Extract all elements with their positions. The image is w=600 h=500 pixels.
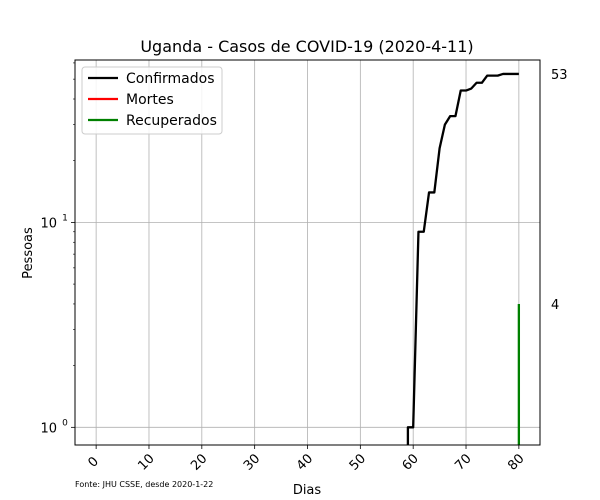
y-tick-label: 10 — [40, 216, 57, 231]
y-tick-exponent: 0 — [62, 418, 68, 428]
y-axis-ticks: 10 0 10 1 — [40, 62, 75, 436]
series-line-confirmados — [406, 72, 519, 445]
x-tick-label: 60 — [400, 451, 422, 473]
annotation-label: 53 — [551, 68, 568, 83]
source-note: Fonte: JHU CSSE, desde 2020-1-22 — [75, 480, 213, 489]
x-tick-label: 80 — [505, 451, 527, 473]
legend-box — [81, 66, 223, 135]
x-tick-label: 40 — [294, 451, 316, 473]
annotation-label: 4 — [551, 298, 559, 313]
annotations: 53 4 — [551, 68, 568, 313]
x-tick-label: 0 — [85, 454, 101, 470]
x-axis-ticks: 0 10 20 30 40 50 60 70 80 — [85, 445, 528, 474]
legend-label: Mortes — [126, 92, 174, 108]
y-tick-exponent: 1 — [62, 213, 68, 223]
chart-title: Uganda - Casos de COVID-19 (2020-4-11) — [140, 37, 473, 56]
x-axis-label: Dias — [293, 483, 322, 498]
x-tick-label: 20 — [188, 451, 210, 473]
x-tick-label: 10 — [135, 451, 157, 473]
x-tick-label: 70 — [452, 451, 474, 473]
series-lines — [406, 72, 521, 445]
x-tick-label: 30 — [241, 451, 263, 473]
legend-label: Recuperados — [126, 113, 217, 129]
legend: Confirmados Mortes Recuperados — [81, 66, 223, 135]
x-tick-label: 50 — [347, 451, 369, 473]
legend-label: Confirmados — [126, 71, 215, 87]
y-tick-label: 10 — [40, 421, 57, 436]
y-axis-label: Pessoas — [21, 227, 36, 279]
